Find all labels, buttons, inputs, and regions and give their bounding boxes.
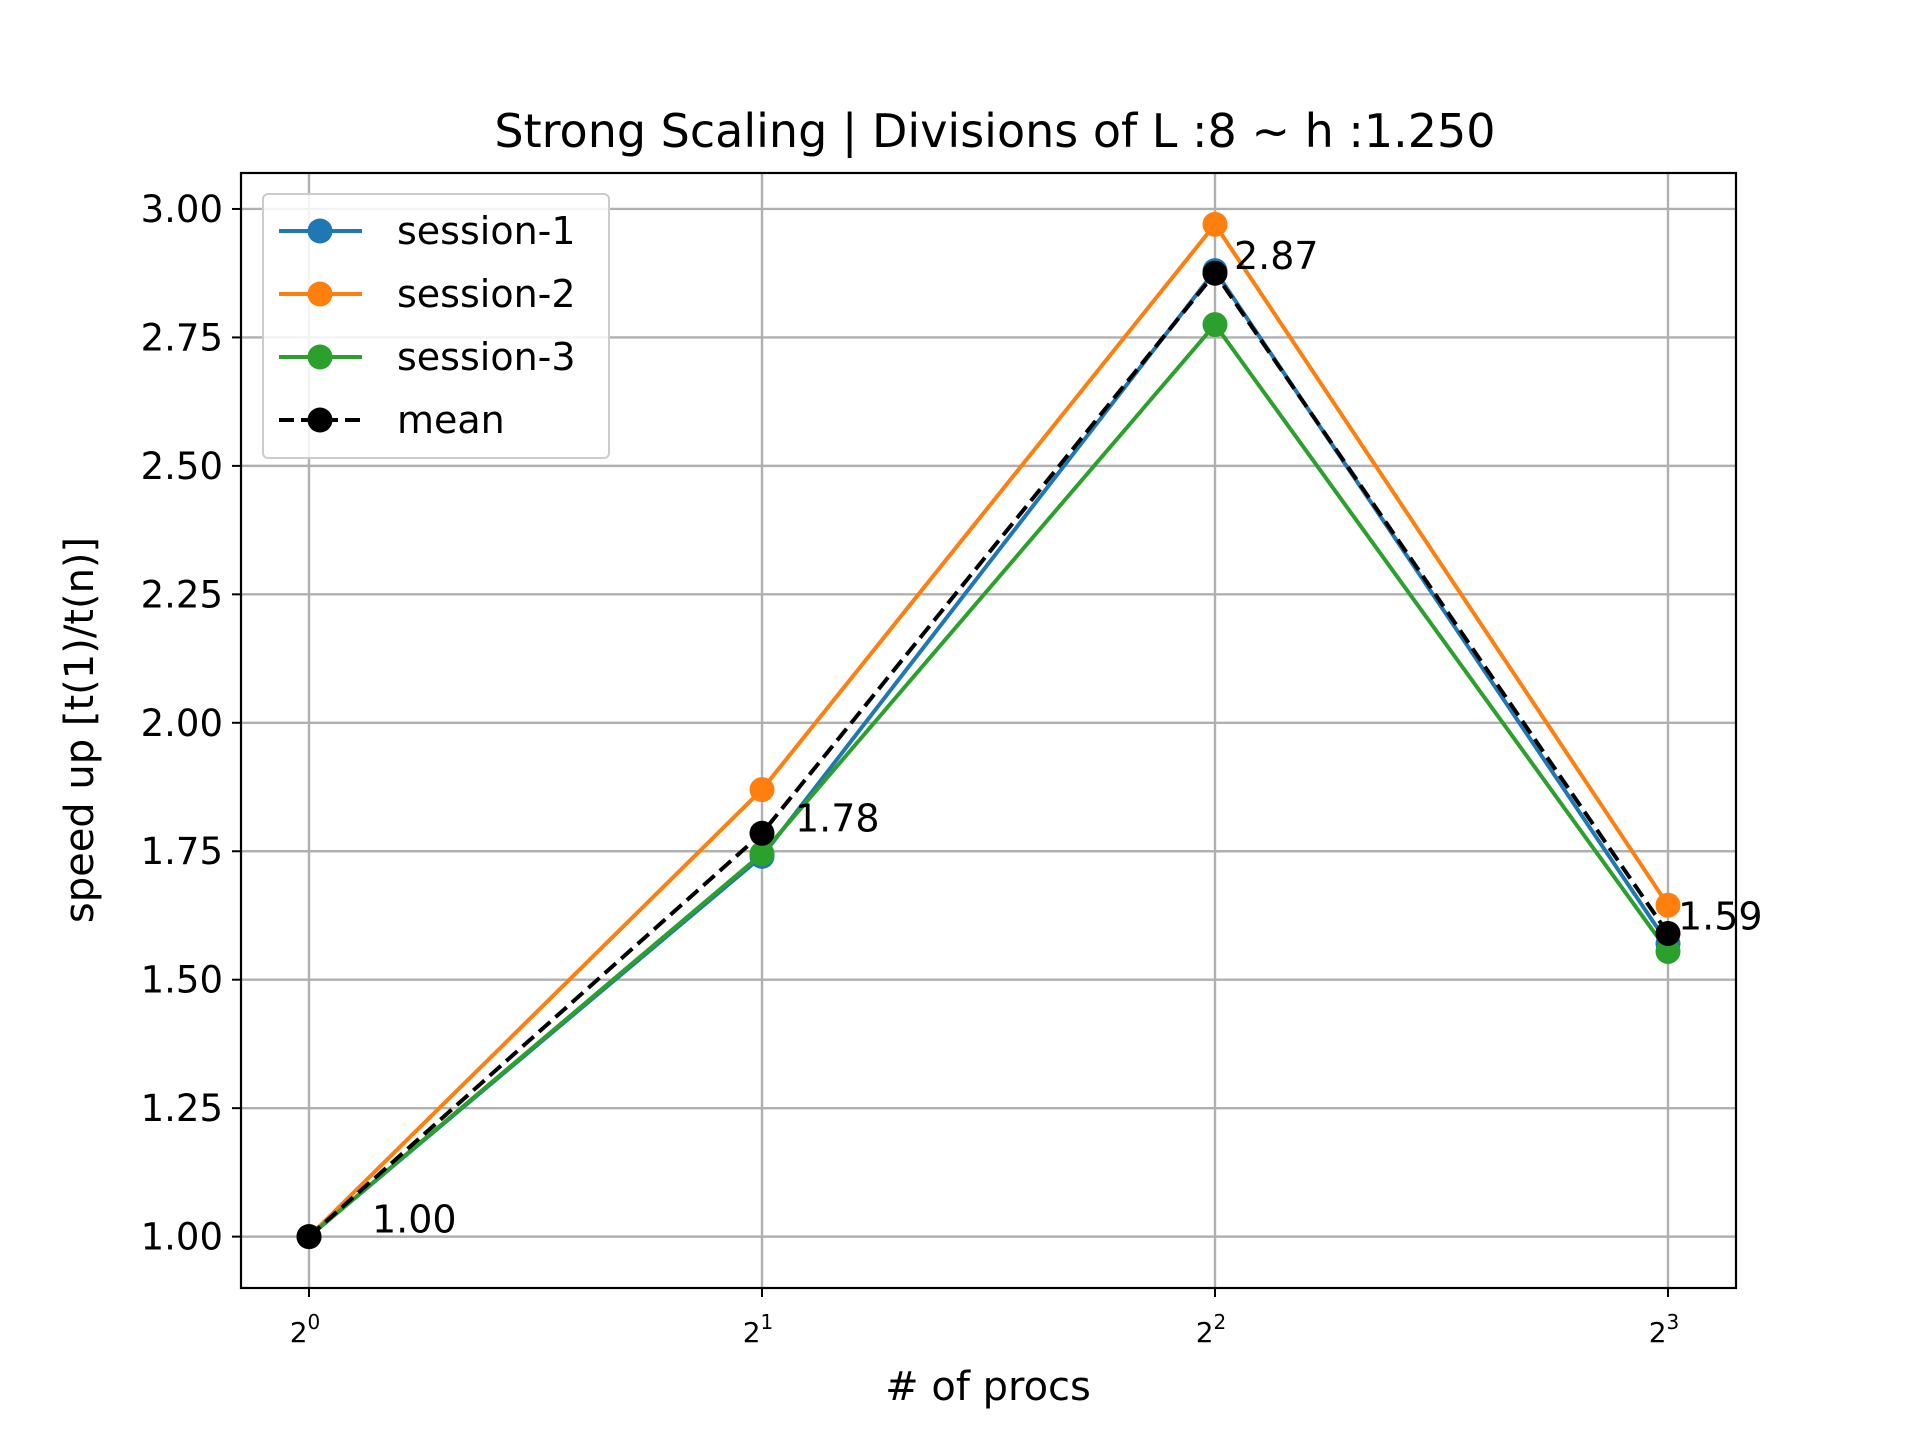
y-tick-label: 1.50 [141, 959, 223, 1002]
data-point-session-2 [749, 777, 775, 803]
y-tick-label: 2.00 [141, 702, 223, 745]
series-layer [296, 211, 1681, 1250]
chart-title: Strong Scaling | Divisions of L :8 ~ h :… [494, 104, 1495, 159]
legend-marker-session-3 [307, 344, 333, 370]
data-point-session-3 [1202, 312, 1228, 338]
legend-marker-mean [307, 407, 333, 433]
series-mean [296, 260, 1681, 1250]
y-tick-label: 1.00 [141, 1216, 223, 1259]
legend-label-session-3: session-3 [397, 335, 576, 379]
legend-marker-session-1 [307, 218, 333, 244]
legend-label-session-2: session-2 [397, 272, 576, 316]
ticks: 20 21 22 23 1.00 1.25 1.50 1.75 2.00 2.25 2.50 2.75… [141, 188, 1680, 1349]
annotations: 1.00 1.78 2.87 1.59 [372, 234, 1763, 1241]
x-tick-label: 21 [743, 1310, 774, 1349]
data-point-mean [1202, 260, 1228, 286]
data-point-mean [749, 820, 775, 846]
value-annotation: 2.87 [1234, 234, 1319, 278]
series-line-session-3 [307, 322, 1670, 1239]
grid [241, 173, 1736, 1288]
legend-marker-session-2 [307, 281, 333, 307]
y-tick-label: 1.75 [141, 830, 223, 873]
x-tick-label: 20 [290, 1310, 321, 1349]
x-tick-label: 23 [1649, 1310, 1680, 1349]
series-line-mean [307, 271, 1670, 1239]
legend: session-1 session-2 session-3 mean [262, 193, 610, 459]
y-tick-label: 2.50 [141, 445, 223, 488]
y-tick-label: 2.75 [141, 316, 223, 359]
data-point-mean [1655, 920, 1681, 946]
y-tick-label: 2.25 [141, 573, 223, 616]
x-tick-label: 22 [1196, 1310, 1227, 1349]
value-annotation: 1.78 [795, 796, 880, 840]
y-tick-label: 3.00 [141, 188, 223, 231]
data-point-session-2 [1655, 892, 1681, 918]
series-line-session-2 [307, 222, 1670, 1239]
value-annotation: 1.00 [372, 1198, 457, 1242]
data-point-session-3 [1655, 938, 1681, 964]
legend-label-session-1: session-1 [397, 209, 576, 253]
y-axis-label: speed up [t(1)/t(n)] [57, 537, 103, 923]
data-point-session-3 [749, 841, 775, 867]
value-annotation: 1.59 [1678, 894, 1763, 938]
legend-label-mean: mean [397, 398, 505, 442]
y-tick-label: 1.25 [141, 1087, 223, 1130]
data-point-mean [296, 1224, 322, 1250]
data-point-session-2 [1202, 211, 1228, 237]
plot-frame [239, 171, 1738, 1290]
legend-box [262, 193, 610, 459]
x-axis-label: # of procs [885, 1364, 1091, 1410]
